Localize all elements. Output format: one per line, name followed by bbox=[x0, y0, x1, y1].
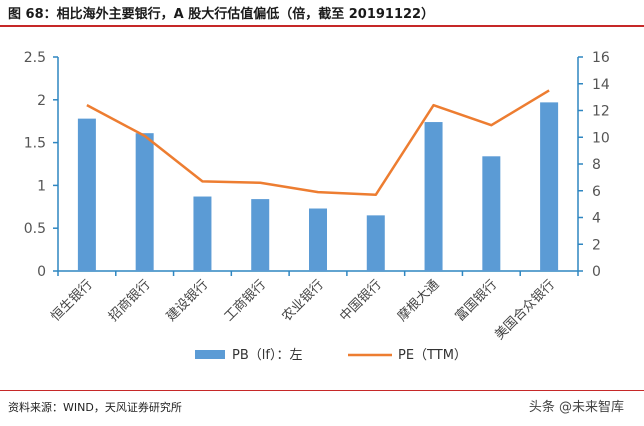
bar-series-pb bbox=[77, 102, 559, 271]
legend: PB（lf）：左 PE（TTM） bbox=[195, 348, 467, 363]
bar-pb bbox=[193, 196, 212, 271]
bar-pb bbox=[366, 215, 385, 271]
bar-pb bbox=[77, 118, 96, 271]
y-right-tick-label: 6 bbox=[592, 184, 601, 200]
x-category-label: 农业银行 bbox=[279, 277, 326, 324]
x-category-label: 建设银行 bbox=[164, 277, 211, 324]
y-right-tick-label: 8 bbox=[592, 157, 601, 173]
x-category-label: 中国银行 bbox=[337, 277, 384, 324]
y-left-tick-label: 1 bbox=[37, 178, 46, 194]
top-divider bbox=[0, 25, 644, 27]
x-category-label: 恒生银行 bbox=[48, 277, 95, 324]
y-right-tick-label: 4 bbox=[592, 211, 601, 227]
y-right-tick-label: 12 bbox=[592, 104, 610, 120]
y-right-tick-label: 14 bbox=[592, 77, 610, 93]
bar-pb bbox=[251, 199, 270, 271]
line-pe bbox=[86, 89, 550, 197]
y-right-tick-label: 10 bbox=[592, 130, 610, 146]
y-left-tick-label: 2 bbox=[37, 93, 46, 109]
legend-label-pb: PB（lf）：左 bbox=[232, 348, 302, 363]
source-note: 资料来源：WIND，天风证券研究所 bbox=[8, 401, 182, 414]
combo-chart: 0 0.5 1 1.5 2 2.5 0 2 4 6 8 10 12 14 16 恒生银行 招商银行 建设银行 工商银… bbox=[24, 50, 610, 363]
bar-pb bbox=[309, 208, 327, 271]
bar-pb bbox=[135, 133, 154, 271]
x-category-label: 美国合众银行 bbox=[492, 277, 558, 343]
legend-label-pe: PE（TTM） bbox=[398, 348, 467, 363]
x-category-label: 富国银行 bbox=[452, 277, 500, 325]
y-right-tick-label: 0 bbox=[592, 264, 601, 280]
x-category-label: 招商银行 bbox=[106, 277, 153, 324]
bar-pb bbox=[540, 102, 559, 271]
bar-pb bbox=[482, 156, 501, 271]
bar-pb bbox=[424, 122, 443, 271]
y-left-tick-label: 1.5 bbox=[24, 136, 46, 152]
y-left-tick-label: 2.5 bbox=[24, 50, 46, 66]
y-right-tick-label: 2 bbox=[592, 237, 601, 253]
x-category-label: 工商银行 bbox=[222, 277, 269, 324]
bottom-divider bbox=[0, 390, 644, 391]
watermark: 头条 @未来智库 bbox=[528, 400, 624, 415]
y-left-tick-label: 0.5 bbox=[24, 221, 46, 237]
x-category-label: 摩根大通 bbox=[394, 277, 442, 325]
tick-labels: 0 0.5 1 1.5 2 2.5 0 2 4 6 8 10 12 14 16 恒生银行 招商银行 建设银行 工商银… bbox=[24, 50, 610, 343]
line-series-pe bbox=[86, 89, 550, 197]
chart-title: 图 68：相比海外主要银行，A 股大行估值偏低（倍，截至 20191122） bbox=[8, 7, 435, 22]
legend-swatch-pb bbox=[195, 350, 225, 359]
y-right-tick-label: 16 bbox=[592, 50, 610, 66]
y-left-tick-label: 0 bbox=[37, 264, 46, 280]
